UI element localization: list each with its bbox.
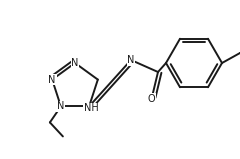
Text: N: N	[57, 101, 65, 111]
Text: N: N	[127, 55, 135, 65]
Text: O: O	[147, 94, 155, 104]
Text: NH: NH	[84, 103, 98, 113]
Text: N: N	[48, 75, 56, 85]
Text: N: N	[71, 58, 79, 68]
